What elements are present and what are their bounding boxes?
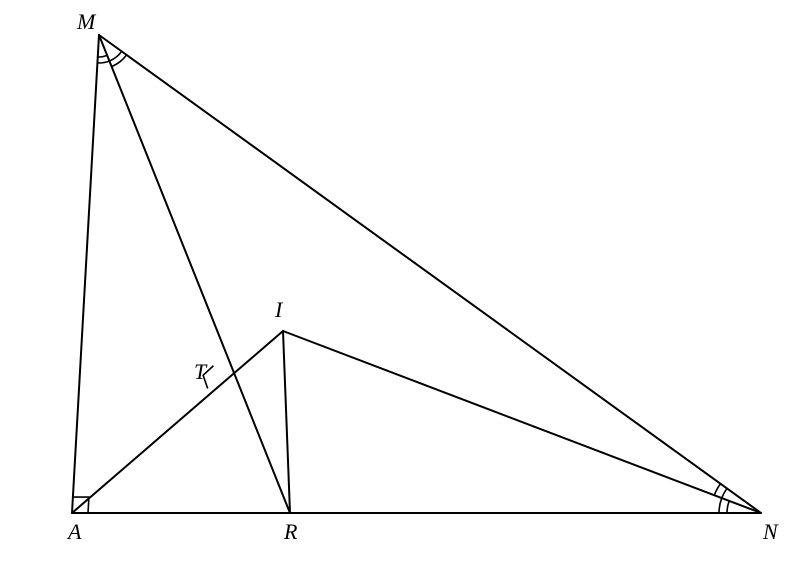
angle-arc-N [714, 484, 720, 495]
segment-MR [99, 35, 290, 513]
markers-group [73, 51, 729, 513]
segment-AM [72, 35, 99, 513]
point-label-I: I [274, 297, 284, 322]
angle-arc-N [722, 488, 727, 498]
angle-arc-M [98, 55, 107, 57]
point-label-R: R [283, 519, 298, 544]
point-label-N: N [762, 519, 779, 544]
geometry-diagram: A M N R I T [0, 0, 800, 578]
point-label-A: A [66, 519, 82, 544]
angle-arc-M [112, 55, 127, 67]
segments-group [72, 35, 761, 513]
segment-IR [283, 331, 290, 513]
angle-arc-N [719, 498, 722, 513]
angle-arc-M [97, 61, 109, 63]
point-label-M: M [76, 9, 97, 34]
segment-MN [99, 35, 761, 513]
segment-IN [283, 331, 761, 513]
point-label-T: T [194, 359, 208, 384]
segment-AI [72, 331, 283, 513]
angle-arc-N [727, 501, 729, 513]
angle-arc-M [109, 51, 121, 61]
